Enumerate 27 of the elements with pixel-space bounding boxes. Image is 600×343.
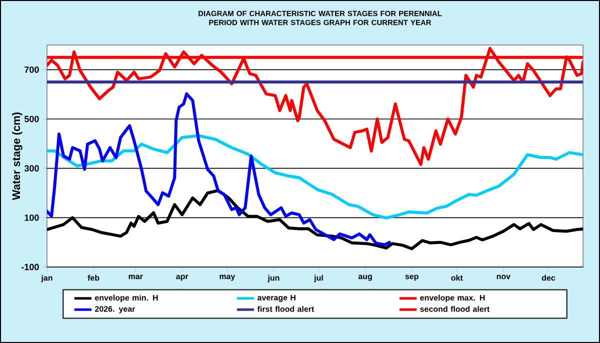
x-tick-label: jun <box>268 274 280 282</box>
y-tick-label: 700 <box>24 66 39 73</box>
x-tick-label: dec <box>542 274 556 281</box>
y-tick-label: 500 <box>24 116 39 122</box>
x-tick-label: aug <box>358 274 372 281</box>
x-tick-label: feb <box>88 274 100 281</box>
x-tick-label: jan <box>41 274 52 282</box>
legend-label: envelope min. H <box>95 294 158 302</box>
x-tick-label: may <box>220 274 236 281</box>
legend-label: envelope max. H <box>420 294 485 302</box>
line-series <box>47 92 391 246</box>
line-series <box>47 46 584 166</box>
x-tick-label: apr <box>176 274 188 281</box>
legend-label: first flood alert <box>257 306 314 312</box>
legend-label: 2026. year <box>94 306 136 314</box>
y-axis-title: Water stage (cm) <box>12 112 22 200</box>
x-tick-label: jul <box>314 274 323 282</box>
legend-label: average H <box>258 294 296 302</box>
x-tick-label: sep <box>405 274 418 281</box>
line-series <box>47 134 584 220</box>
y-tick-label: 300 <box>24 165 39 172</box>
y-tick-label: 100 <box>24 214 39 221</box>
legend-label: second flood alert <box>420 306 490 312</box>
x-tick-label: mar <box>128 274 143 280</box>
x-tick-label: okt <box>451 274 463 281</box>
x-tick-label: nov <box>496 274 511 280</box>
y-tick-label: -100 <box>22 264 39 270</box>
